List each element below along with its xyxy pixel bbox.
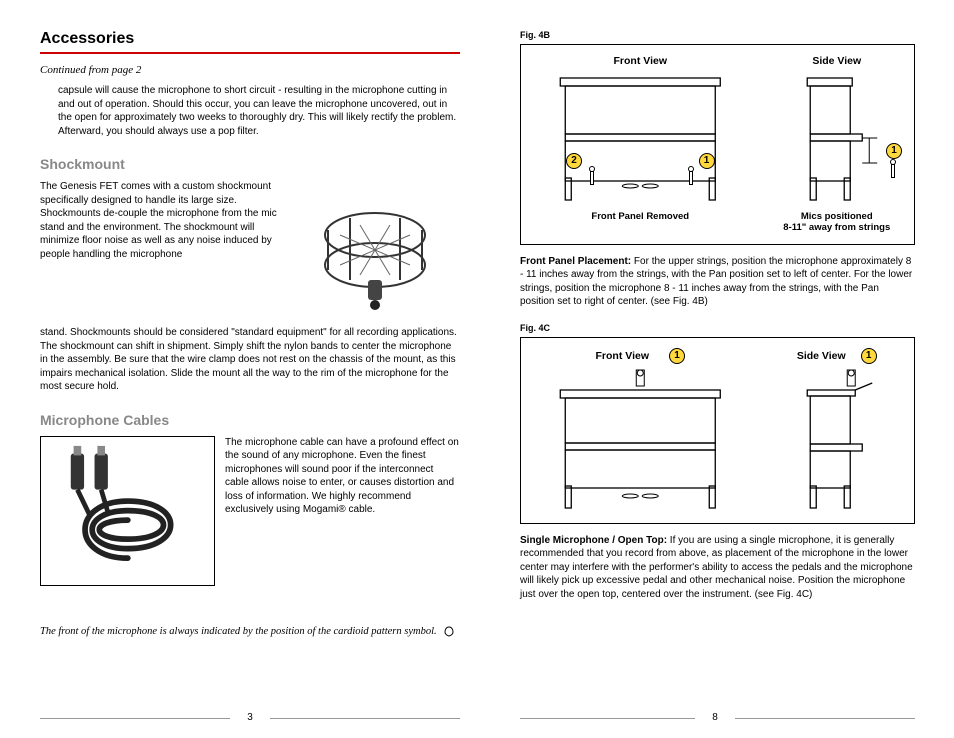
badge-1-4c-side: 1 xyxy=(861,348,877,364)
fig4c-front-title: Front View xyxy=(596,350,649,362)
fig4c-label: Fig. 4C xyxy=(520,323,915,333)
mic-icon xyxy=(686,166,694,184)
fig4c-side-title: Side View xyxy=(797,350,846,362)
mics-away-caption: Mics positioned 8-11" away from strings xyxy=(770,211,904,234)
fig4b-front-title: Front View xyxy=(531,55,750,67)
footnote-text: The front of the microphone is always in… xyxy=(40,626,437,637)
fig4c-description: Single Microphone / Open Top: If you are… xyxy=(520,534,915,602)
fig4c-side-diagram xyxy=(770,368,904,513)
continued-note: Continued from page 2 xyxy=(40,64,460,76)
fig4b-front-diagram: 2 1 xyxy=(531,73,750,203)
cables-heading: Microphone Cables xyxy=(40,412,460,428)
fig4b-box: Front View 2 1 xyxy=(520,44,915,245)
shockmount-p2: stand. Shockmounts should be considered … xyxy=(40,326,460,394)
page-number-left: 3 xyxy=(240,712,260,723)
fig4b-description: Front Panel Placement: For the upper str… xyxy=(520,255,915,309)
footer-line xyxy=(270,718,460,719)
shockmount-heading: Shockmount xyxy=(40,156,460,172)
fig4c-front-diagram xyxy=(531,368,750,513)
footer-line xyxy=(40,718,230,719)
cardioid-icon xyxy=(443,625,455,637)
left-page: Accessories Continued from page 2 capsul… xyxy=(40,30,460,639)
shockmount-image xyxy=(290,180,460,310)
intro-paragraph: capsule will cause the microphone to sho… xyxy=(40,84,460,138)
fig4b-side-diagram: 1 xyxy=(770,73,904,203)
page-number-right: 8 xyxy=(705,712,725,723)
accessories-heading: Accessories xyxy=(40,30,460,54)
desc4b-bold: Front Panel Placement: xyxy=(520,256,631,267)
footer-line xyxy=(520,718,695,719)
right-page: Fig. 4B Front View 2 xyxy=(520,30,915,615)
badge-1-4b-side: 1 xyxy=(886,143,902,159)
cardioid-footnote: The front of the microphone is always in… xyxy=(40,625,460,640)
badge-2-4b: 2 xyxy=(566,153,582,169)
desc4c-bold: Single Microphone / Open Top: xyxy=(520,535,667,546)
fig4b-side-title: Side View xyxy=(770,55,904,67)
front-panel-removed-caption: Front Panel Removed xyxy=(531,211,750,222)
fig4b-label: Fig. 4B xyxy=(520,30,915,40)
mic-icon xyxy=(888,159,896,177)
badge-1-4c-front: 1 xyxy=(669,348,685,364)
mic-icon xyxy=(587,166,595,184)
badge-1-4b-front: 1 xyxy=(699,153,715,169)
footer-line xyxy=(735,718,915,719)
fig4c-box: Front View 1 xyxy=(520,337,915,524)
cable-image xyxy=(40,436,215,586)
